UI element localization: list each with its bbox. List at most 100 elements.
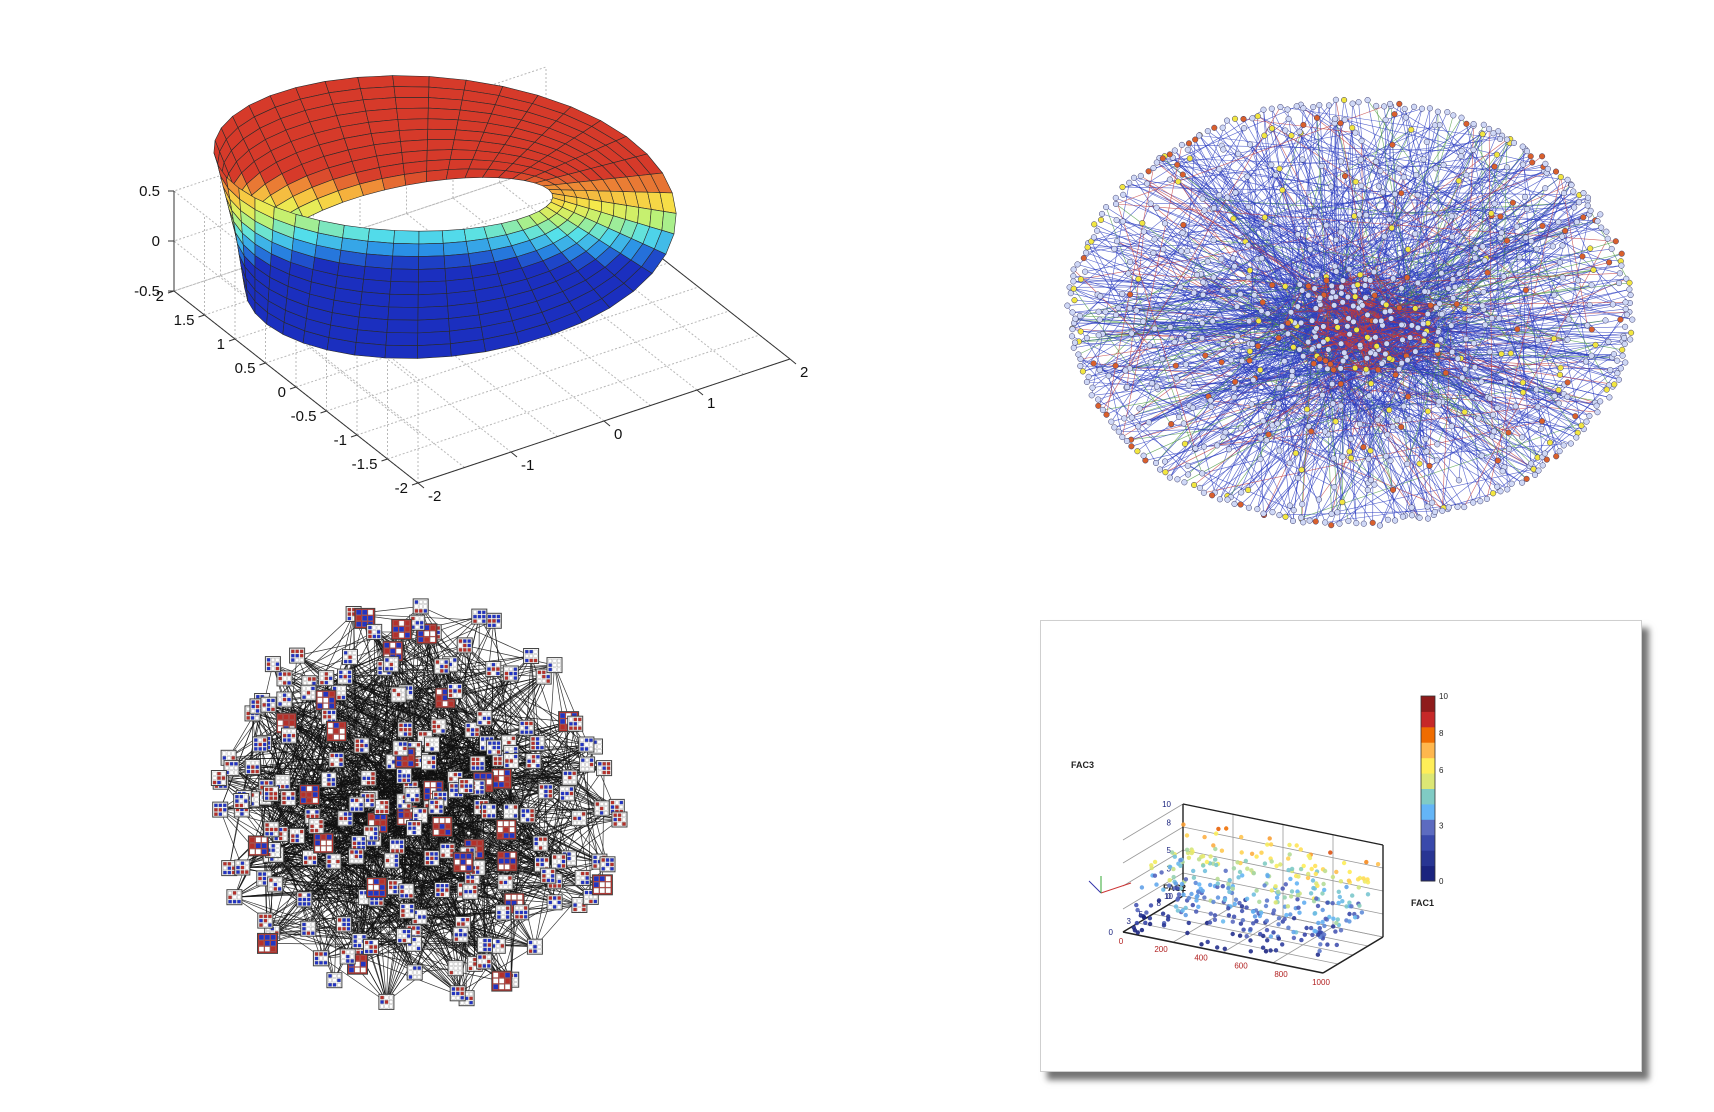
graph-node-cell xyxy=(546,679,551,683)
network-node xyxy=(1257,456,1264,463)
graph-node xyxy=(244,759,261,775)
graph-node-cell xyxy=(577,907,582,912)
network-node xyxy=(1260,510,1267,517)
surface-patch xyxy=(449,149,477,160)
graph-node-cell xyxy=(430,625,436,631)
graph-node-cell xyxy=(436,701,442,707)
network-edge xyxy=(1301,106,1314,291)
network-node xyxy=(1161,458,1169,465)
network-node xyxy=(1315,496,1322,503)
graph-node-cell xyxy=(492,781,499,788)
graph-node-cell xyxy=(619,805,624,809)
surface-patch xyxy=(392,242,420,257)
graph-node-cell xyxy=(462,643,467,648)
graph-node xyxy=(423,850,440,867)
network-node xyxy=(1338,224,1345,231)
network-node xyxy=(1318,162,1325,170)
graph-node-cell xyxy=(563,775,568,780)
network-node xyxy=(1223,117,1231,124)
graph-node-cell xyxy=(500,944,505,948)
network-node xyxy=(1373,343,1380,350)
network-edge xyxy=(1177,351,1373,480)
network-node xyxy=(1115,428,1122,435)
graph-node-cell xyxy=(498,757,502,761)
network-node xyxy=(1444,109,1451,116)
surface-patch xyxy=(427,107,461,121)
network-node xyxy=(1261,132,1268,139)
graph-node-cell xyxy=(282,697,287,702)
network-node xyxy=(1365,455,1372,462)
network-node xyxy=(1263,437,1270,444)
graph-node-cell xyxy=(477,610,482,615)
network-node xyxy=(1257,366,1264,374)
graph-node xyxy=(567,715,584,732)
network-node xyxy=(1523,148,1531,155)
graph-node-cell xyxy=(535,867,540,871)
graph-node-cell xyxy=(353,939,358,944)
graph-node-cell xyxy=(339,816,343,821)
network-node xyxy=(1112,194,1119,201)
network-edge xyxy=(1309,273,1621,521)
graph-node-cell xyxy=(327,859,331,864)
network-node xyxy=(1431,508,1438,515)
network-node xyxy=(1199,319,1206,327)
network-node xyxy=(1586,412,1593,419)
network-node xyxy=(1108,418,1115,425)
network-edge xyxy=(1159,280,1371,470)
network-node xyxy=(1528,460,1535,467)
network-edge xyxy=(1129,182,1342,288)
network-edge xyxy=(1194,139,1295,323)
network-node xyxy=(1174,161,1181,168)
network-node xyxy=(1204,258,1211,265)
graph-node-cell xyxy=(343,670,348,675)
graph-node-cell xyxy=(511,736,516,741)
network-node xyxy=(1604,235,1611,242)
surface-patch xyxy=(426,169,449,183)
graph-node-cell xyxy=(505,894,511,900)
network-node xyxy=(1374,416,1381,424)
network-node xyxy=(1471,364,1478,371)
graph-node-cell xyxy=(500,948,505,953)
graph-node-cell xyxy=(246,769,251,774)
graph-node-cell xyxy=(418,636,424,643)
network-node xyxy=(1210,274,1217,281)
network-node xyxy=(1617,365,1624,372)
network-edge xyxy=(1367,99,1539,341)
graph-node-cell xyxy=(348,821,352,825)
network-node xyxy=(1084,244,1091,251)
graph-node-cell xyxy=(409,885,413,889)
graph-node-cell xyxy=(577,721,582,726)
graph-node-cell xyxy=(535,858,540,862)
graph-node-cell xyxy=(384,1000,389,1004)
network-edge xyxy=(1261,258,1404,517)
graph-node-cell xyxy=(389,1000,393,1004)
network-node xyxy=(1074,261,1081,268)
network-node xyxy=(1279,323,1286,330)
x-tick xyxy=(510,451,518,458)
graph-node-cell xyxy=(487,614,492,619)
surface-patch xyxy=(397,118,429,131)
network-node xyxy=(1328,282,1335,289)
graph-node-cell xyxy=(399,727,403,732)
network-node xyxy=(1357,271,1364,278)
graph-node xyxy=(300,684,317,701)
graph-node-cell xyxy=(442,701,448,707)
network-node xyxy=(1352,178,1359,185)
graph-node-cell xyxy=(599,806,604,811)
network-node xyxy=(1295,475,1302,482)
network-node xyxy=(1619,346,1626,353)
network-node xyxy=(1083,378,1090,386)
network-node xyxy=(1151,236,1158,243)
network-node xyxy=(1246,318,1253,325)
network-edge xyxy=(1335,117,1462,422)
network-node xyxy=(1382,308,1389,315)
network-node xyxy=(1408,504,1415,511)
graph-node-cell xyxy=(527,754,531,759)
network-node xyxy=(1284,330,1291,337)
x-tick-label: 2 xyxy=(800,364,808,381)
network-node xyxy=(1303,406,1311,413)
surface-patch xyxy=(453,129,485,142)
y-tick-label: -1.5 xyxy=(352,456,378,473)
graph-node-cell xyxy=(307,677,312,681)
graph-node-cell xyxy=(436,724,441,729)
